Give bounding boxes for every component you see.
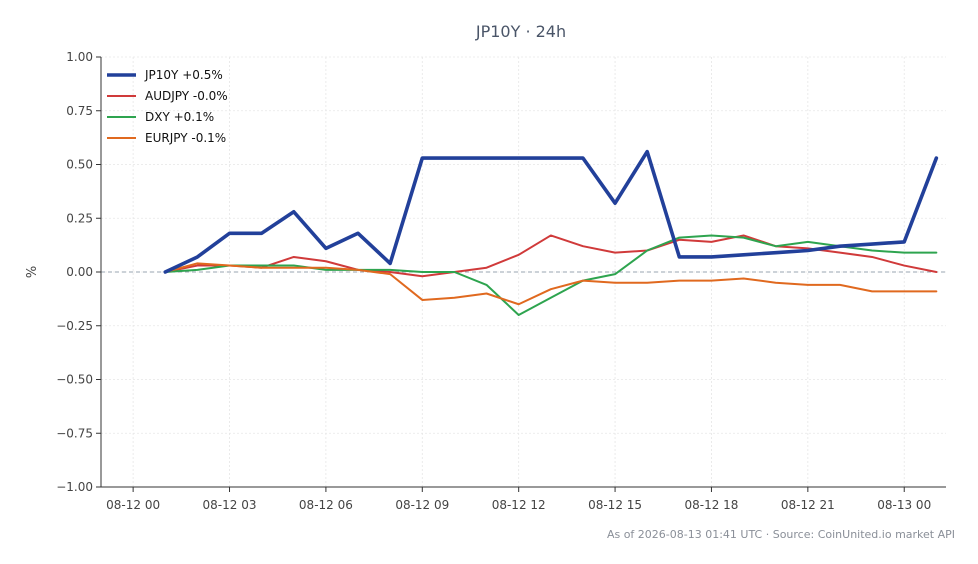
y-tick-label: 0.00 <box>66 265 93 279</box>
y-tick-label: 0.75 <box>66 104 93 118</box>
legend-label: DXY +0.1% <box>145 110 214 124</box>
x-tick-label: 08-12 09 <box>395 498 449 512</box>
series-line-audjpy <box>164 234 938 278</box>
series-line-dxy <box>164 234 938 316</box>
y-tick-label: −0.75 <box>56 426 93 440</box>
x-tick-label: 08-12 06 <box>299 498 353 512</box>
x-tick-label: 08-12 12 <box>492 498 546 512</box>
x-tick-label: 08-12 21 <box>781 498 835 512</box>
series-line-eurjpy <box>164 262 938 306</box>
y-tick-label: −1.00 <box>56 480 93 494</box>
series-line-jp10y <box>163 149 939 274</box>
legend: JP10Y +0.5% AUDJPY -0.0% DXY +0.1% EURJPY -… <box>107 68 228 145</box>
x-tick-label: 08-12 00 <box>106 498 160 512</box>
y-tick-label: −0.50 <box>56 373 93 387</box>
y-tick-label: 0.25 <box>66 211 93 225</box>
chart-title: JP10Y · 24h <box>475 22 566 41</box>
y-tick-label: −0.25 <box>56 319 93 333</box>
x-tick-label: 08-13 00 <box>877 498 931 512</box>
legend-label: EURJPY -0.1% <box>145 131 226 145</box>
legend-label: JP10Y +0.5% <box>144 68 223 82</box>
x-tick-label: 08-12 03 <box>203 498 257 512</box>
legend-label: AUDJPY -0.0% <box>145 89 228 103</box>
y-tick-label: 1.00 <box>66 50 93 64</box>
y-axis-label: % <box>25 266 40 278</box>
y-tick-label: 0.50 <box>66 158 93 172</box>
x-tick-label: 08-12 18 <box>684 498 738 512</box>
footer-source: As of 2026-08-13 01:41 UTC · Source: Coi… <box>607 528 955 541</box>
x-tick-label: 08-12 15 <box>588 498 642 512</box>
axes: 1.00 0.75 0.50 0.25 0.00 −0.25 −0.50 −0.75 −1.00… <box>56 50 946 512</box>
series-lines <box>163 149 939 316</box>
